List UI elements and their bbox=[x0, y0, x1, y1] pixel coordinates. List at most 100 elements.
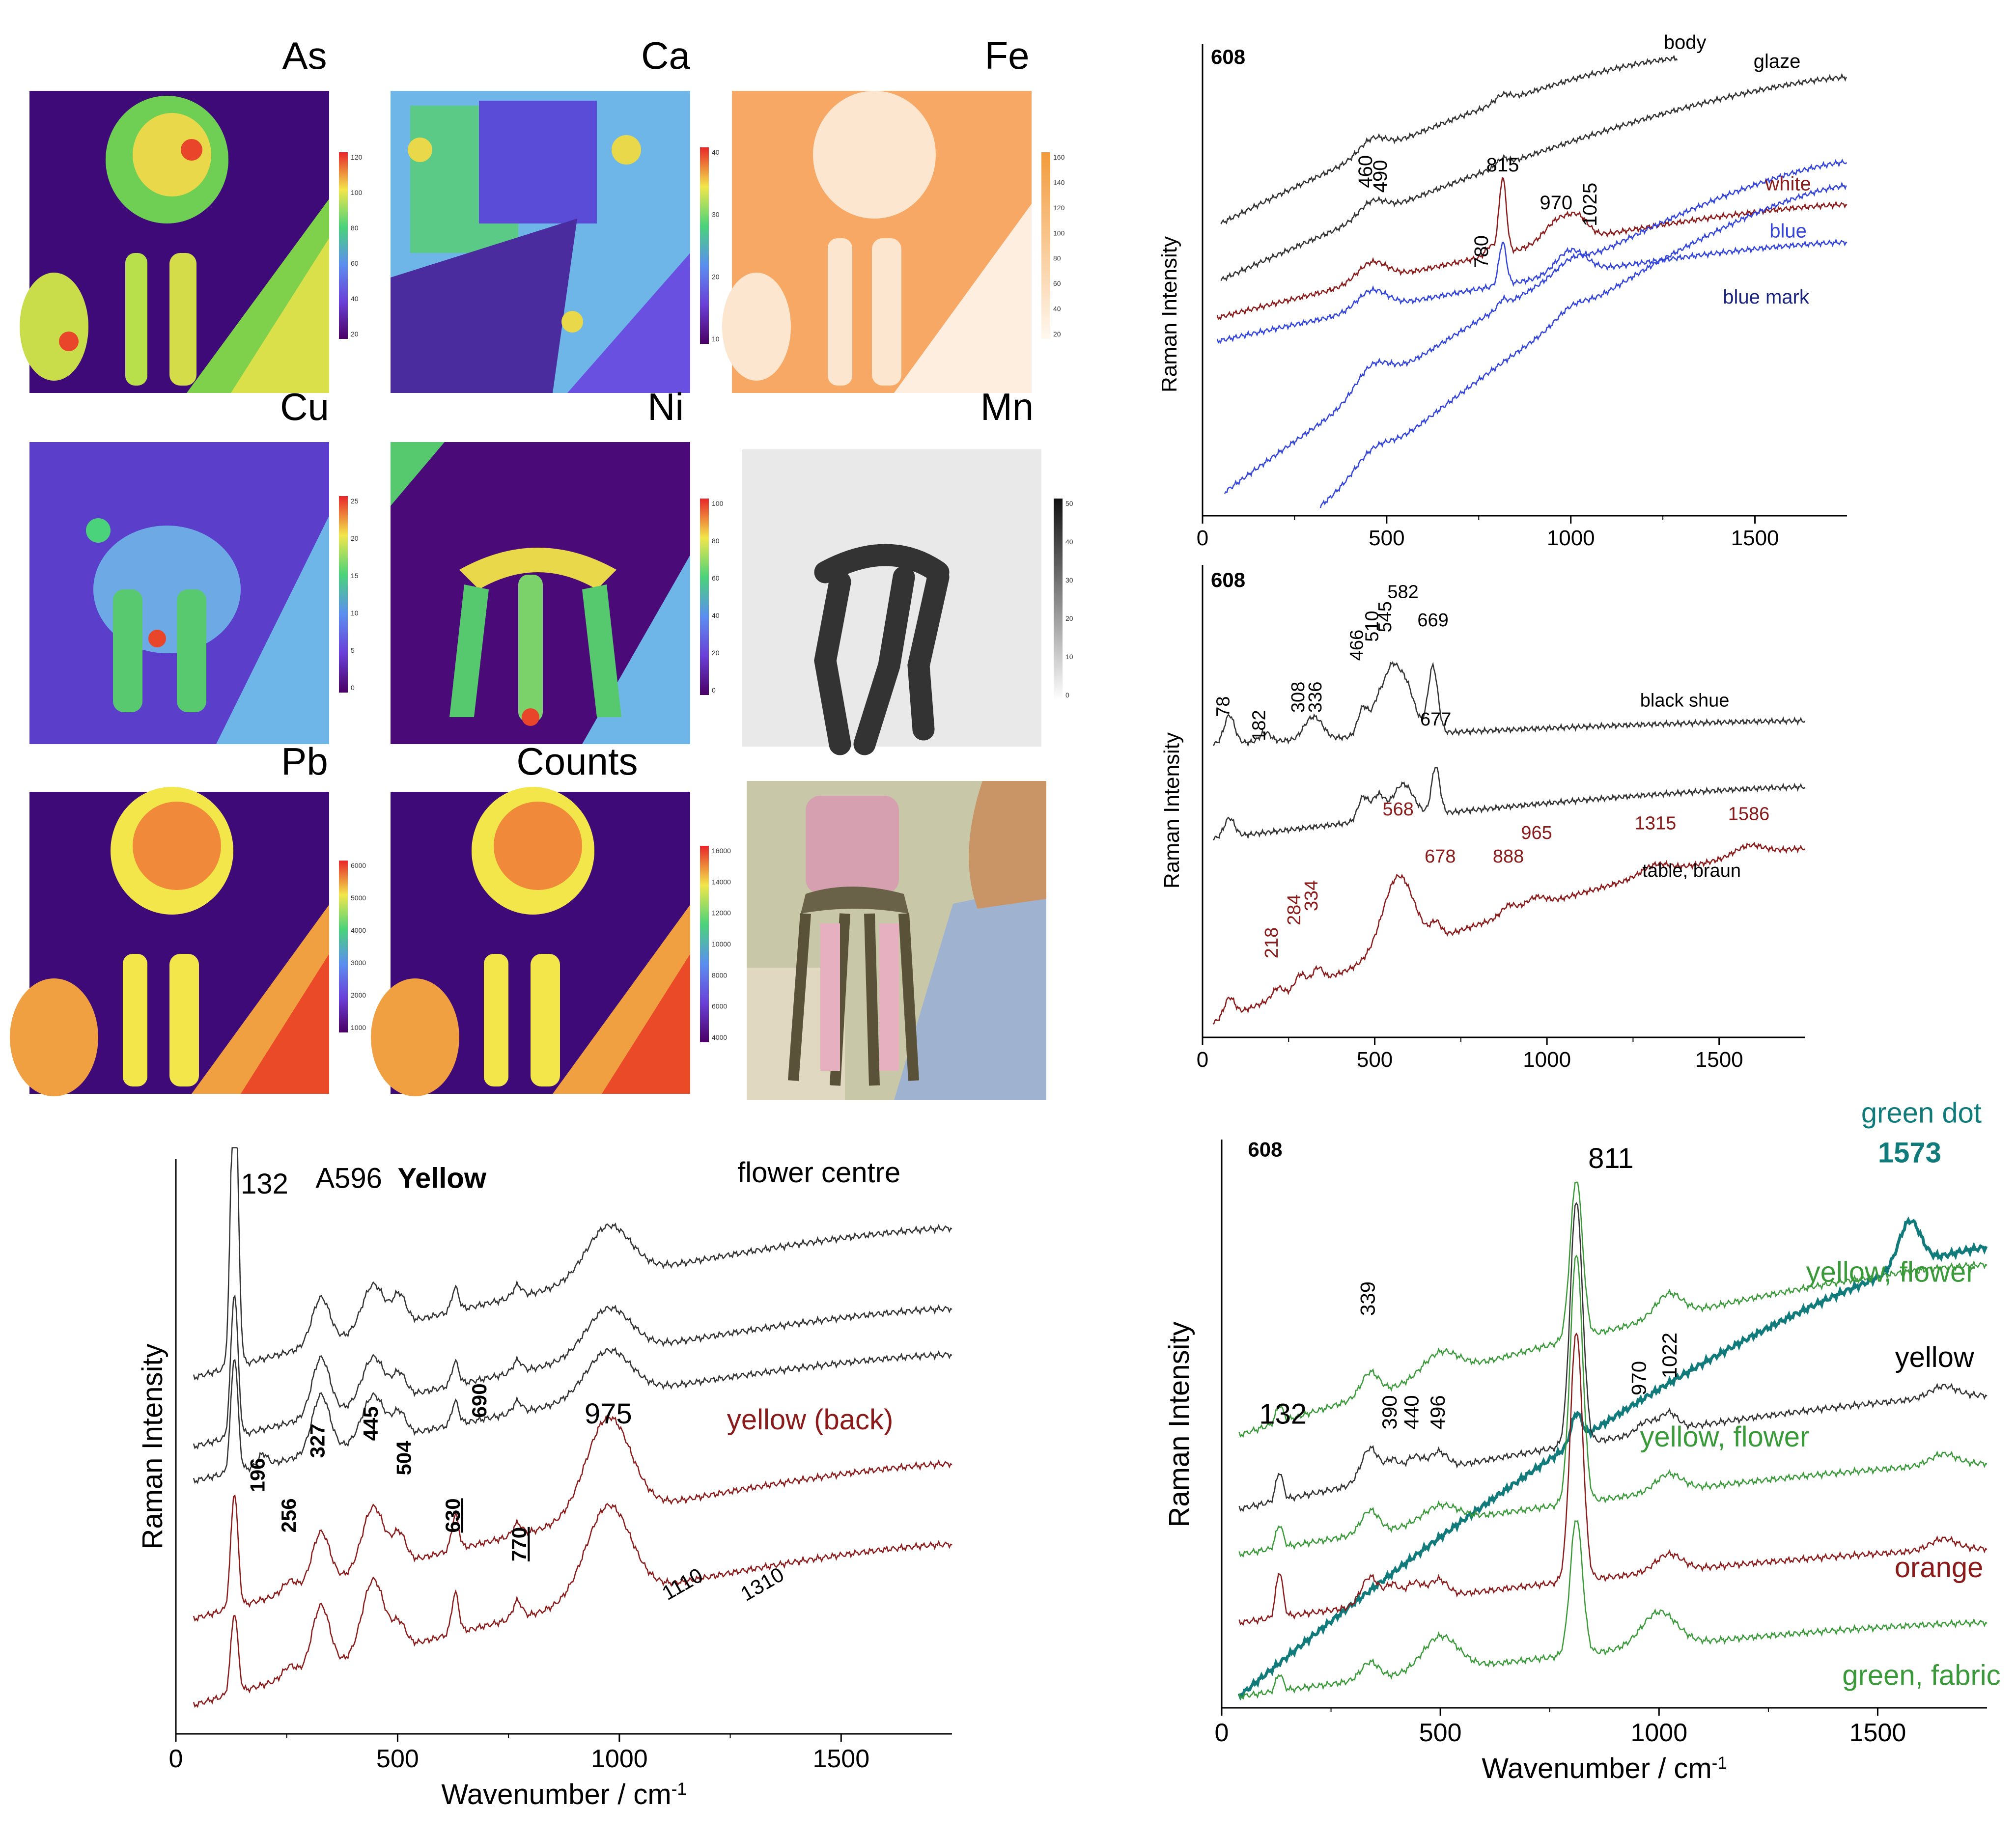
annotation-label: 677 bbox=[1420, 709, 1451, 730]
map-title: Mn bbox=[980, 385, 1034, 428]
annotation-label: 460 bbox=[1355, 155, 1376, 188]
series-blue bbox=[1216, 238, 1848, 344]
annotation-label: 568 bbox=[1383, 799, 1414, 820]
x-tick-label: 1000 bbox=[1547, 526, 1595, 550]
annotation-label: 815 bbox=[1486, 154, 1519, 176]
map-ring bbox=[582, 584, 621, 717]
annotation-label: 545 bbox=[1375, 601, 1396, 632]
map-ca: Ca 40 30 20 10 bbox=[391, 34, 720, 393]
map-photo bbox=[747, 781, 1046, 1100]
scale-labels: 25 20 15 10 5 0 bbox=[351, 497, 359, 692]
annotation-label: black shue bbox=[1640, 691, 1730, 711]
photo-fabric bbox=[894, 884, 1046, 1100]
scale-labels: 120 100 80 60 40 20 bbox=[351, 153, 363, 338]
scale-bar bbox=[339, 861, 348, 1032]
scale-label: 100 bbox=[1053, 229, 1065, 237]
scale-label: 160 bbox=[1053, 153, 1065, 161]
annotation-label: 811 bbox=[1588, 1142, 1633, 1174]
chart-608-yellow: 0 500 1000 1500 Raman Intensity Wavenumber / … bbox=[1163, 1097, 2001, 1784]
y-axis-label: Raman Intensity bbox=[1163, 1321, 1195, 1527]
scale-bar bbox=[1054, 499, 1063, 700]
annotation-label: 690 bbox=[468, 1383, 491, 1418]
map-title: Counts bbox=[516, 740, 638, 783]
map-title: Ni bbox=[647, 385, 684, 428]
annotation-label: 445 bbox=[359, 1406, 382, 1441]
map-title: Ca bbox=[641, 34, 690, 77]
annotation-label: Yellow bbox=[397, 1163, 486, 1195]
scale-label: 6000 bbox=[351, 862, 366, 869]
map-spot bbox=[181, 139, 202, 161]
annotation-label: 132 bbox=[241, 1168, 288, 1200]
map-blob bbox=[20, 273, 88, 381]
scale-label: 8000 bbox=[712, 971, 727, 979]
scale-bar bbox=[700, 499, 709, 695]
annotation-label: 510 bbox=[1362, 611, 1383, 641]
map-band bbox=[602, 954, 690, 1094]
x-tick-label: 0 bbox=[1215, 1719, 1229, 1747]
scale-label: 10 bbox=[712, 335, 720, 343]
annotation-label: 334 bbox=[1301, 880, 1322, 911]
map-as: As 120 100 80 60 40 20 bbox=[20, 34, 363, 393]
map-blob bbox=[133, 802, 221, 890]
map-bar bbox=[169, 253, 196, 386]
series-white bbox=[1216, 177, 1848, 321]
photo-vase bbox=[806, 796, 899, 894]
series-green-fabric bbox=[1238, 1520, 1988, 1700]
annotation-label: table, braun bbox=[1642, 861, 1741, 881]
map-spot bbox=[522, 708, 539, 726]
scale-label: 0 bbox=[712, 686, 716, 694]
annotation-label: 218 bbox=[1261, 927, 1282, 958]
map-blob bbox=[494, 802, 582, 890]
x-tick-label: 500 bbox=[376, 1745, 419, 1773]
annotation-label: 1025 bbox=[1579, 183, 1601, 226]
x-tick-label: 0 bbox=[1197, 1048, 1208, 1072]
scale-bar bbox=[700, 846, 709, 1042]
annotation-label: 970 bbox=[1627, 1361, 1651, 1395]
map-cu: Cu 25 20 15 10 5 0 bbox=[29, 385, 359, 744]
scale-label: 10 bbox=[1065, 653, 1073, 661]
annotation-label: 327 bbox=[306, 1423, 329, 1458]
annotation-label: 1573 bbox=[1878, 1137, 1941, 1169]
series-black-shue bbox=[1212, 661, 1806, 748]
series-yellow-back- bbox=[193, 1415, 952, 1622]
scale-label: 4000 bbox=[712, 1033, 727, 1041]
photo-table bbox=[801, 887, 909, 914]
map-blob bbox=[10, 978, 98, 1096]
x-tick-label: 1000 bbox=[1523, 1048, 1571, 1072]
scale-label: 4000 bbox=[351, 926, 366, 934]
annotation-label: A596 bbox=[315, 1163, 382, 1195]
series-flower-centre bbox=[193, 1147, 952, 1381]
x-tick-label: 500 bbox=[1369, 526, 1404, 550]
series-yellow-flower bbox=[1238, 1254, 1988, 1558]
map-spot bbox=[86, 518, 111, 543]
annotation-label: yellow, flower bbox=[1806, 1256, 1976, 1288]
scale-label: 50 bbox=[1065, 500, 1073, 507]
scale-labels: 6000 5000 4000 3000 2000 1000 bbox=[351, 862, 366, 1031]
map-blob bbox=[722, 273, 791, 381]
scale-bar bbox=[1041, 152, 1050, 339]
photo-pink bbox=[879, 923, 899, 1071]
annotation-label: 1110 bbox=[658, 1563, 707, 1605]
x-tick-label: 1000 bbox=[1630, 1719, 1687, 1747]
x-tick-label: 0 bbox=[1197, 526, 1208, 550]
scale-label: 40 bbox=[1053, 305, 1061, 313]
photo-face bbox=[969, 781, 1046, 909]
map-band bbox=[894, 204, 1032, 393]
scale-label: 80 bbox=[1053, 254, 1061, 262]
chart-black-spectra: 608 0 500 1000 1500 Raman Intensity black shu… bbox=[1160, 565, 1806, 1072]
annotation-label: 770 bbox=[507, 1527, 531, 1561]
scale-label: 40 bbox=[351, 295, 359, 303]
photo-leg bbox=[788, 913, 919, 1086]
map-band bbox=[231, 238, 329, 393]
map-bar bbox=[125, 253, 147, 386]
scale-label: 14000 bbox=[712, 878, 731, 886]
map-bar bbox=[177, 589, 206, 712]
annotation-label: 336 bbox=[1305, 682, 1326, 713]
map-fe: Fe 160 140 120 100 80 60 40 20 bbox=[722, 34, 1065, 393]
photo-pink bbox=[820, 923, 840, 1071]
y-axis-label: Raman Intensity bbox=[1157, 236, 1181, 392]
map-spot bbox=[408, 138, 432, 162]
map-bar bbox=[828, 238, 852, 386]
map-band bbox=[241, 954, 329, 1094]
